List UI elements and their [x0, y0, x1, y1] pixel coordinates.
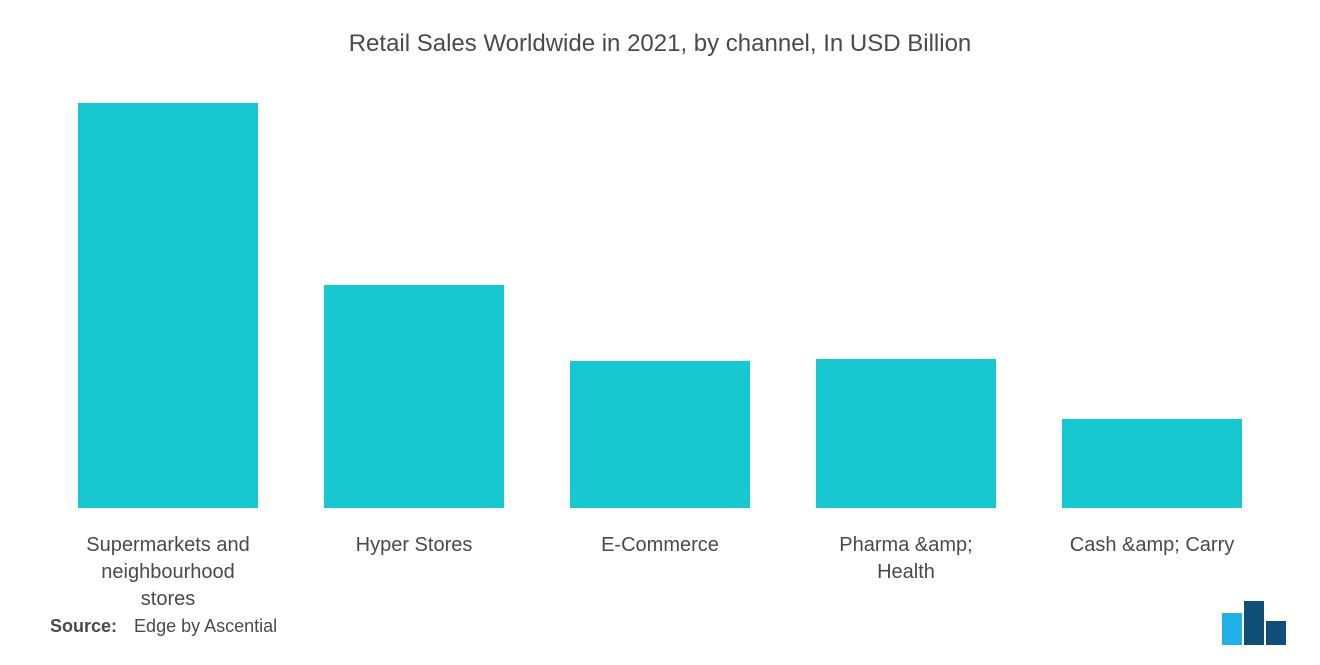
bar: [1062, 419, 1242, 508]
x-axis-label: Cash &amp; Carry: [1070, 532, 1235, 613]
chart-title: Retail Sales Worldwide in 2021, by chann…: [40, 30, 1280, 58]
x-label-slot: Supermarkets and neighbourhood stores: [45, 518, 291, 613]
x-axis-label: Hyper Stores: [356, 532, 473, 613]
x-axis-label: Pharma &amp; Health: [813, 532, 999, 613]
bar-slot: [45, 88, 291, 508]
bar-slot: [783, 88, 1029, 508]
bar: [816, 359, 996, 508]
source-text: Edge by Ascential: [134, 616, 277, 636]
plot-area: [40, 88, 1280, 518]
x-label-slot: E-Commerce: [537, 518, 783, 613]
x-axis-label: E-Commerce: [601, 532, 719, 613]
x-label-slot: Pharma &amp; Health: [783, 518, 1029, 613]
bar-slot: [537, 88, 783, 508]
brand-logo-icon: [1222, 601, 1290, 645]
bar: [324, 285, 504, 508]
x-label-slot: Cash &amp; Carry: [1029, 518, 1275, 613]
bar-slot: [1029, 88, 1275, 508]
bar: [570, 361, 750, 508]
x-label-slot: Hyper Stores: [291, 518, 537, 613]
source-label: Source:: [50, 616, 117, 636]
source-footer: Source: Edge by Ascential: [50, 616, 277, 637]
bar: [78, 103, 258, 508]
x-axis-label: Supermarkets and neighbourhood stores: [75, 532, 261, 613]
chart-container: Retail Sales Worldwide in 2021, by chann…: [0, 0, 1320, 665]
x-labels-row: Supermarkets and neighbourhood stores Hyp…: [40, 518, 1280, 613]
bar-slot: [291, 88, 537, 508]
